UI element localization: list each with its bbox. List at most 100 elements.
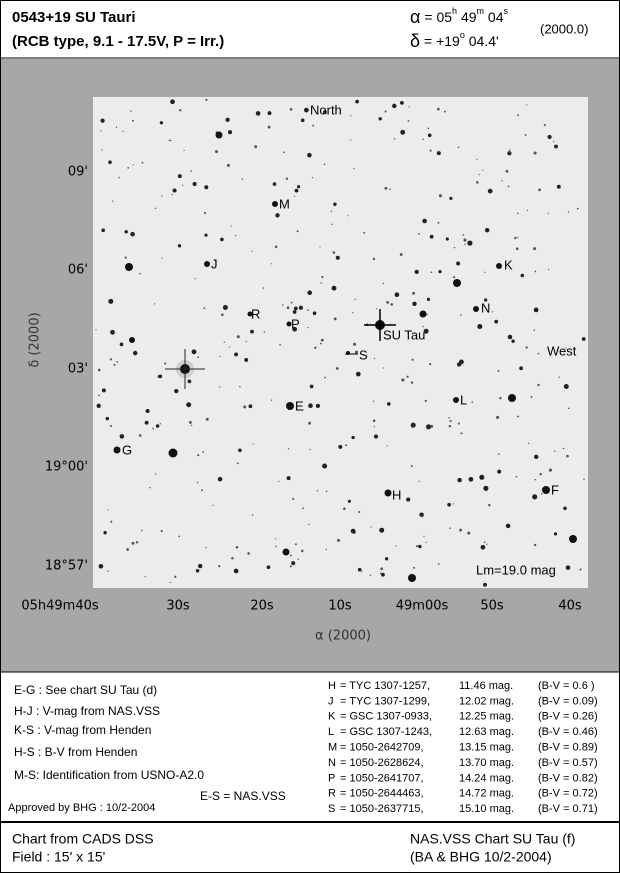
star [324,376,327,379]
star [144,420,149,425]
star [517,236,519,239]
star [343,507,346,510]
star [270,399,273,401]
star [484,271,486,273]
star [293,195,296,197]
star [459,528,463,532]
star [482,169,484,171]
star [505,523,511,529]
star [449,196,453,200]
table-cell: 14.24 mag. [459,772,514,784]
star [537,352,540,355]
star [558,376,560,378]
star [243,405,247,409]
star-label: N [481,300,490,315]
star [286,476,291,481]
star [467,531,471,535]
star [583,478,585,481]
star [300,118,305,123]
star [316,489,319,492]
ra-tick-labels: 05h49m40s 30s 20s 10s 49m00s 50s 40s [21,599,582,614]
star-label: R [251,306,260,321]
star [447,502,451,507]
star [487,188,493,194]
star [372,419,376,423]
star [467,240,473,246]
star [309,384,314,389]
star [159,121,164,125]
star [311,176,314,179]
star [425,541,427,544]
star [569,535,577,543]
star [289,108,293,111]
star [307,309,309,311]
star [483,485,489,491]
star-label: K [504,257,513,272]
star [179,109,182,112]
star [307,326,309,329]
star [330,210,333,213]
table-cell: N [328,757,336,769]
star [534,270,537,273]
star [429,363,432,366]
star [138,434,142,437]
star [297,185,301,189]
star [576,207,579,210]
star [181,184,184,186]
star [101,149,103,151]
star [275,213,280,218]
star [463,238,467,242]
star [235,545,239,549]
star [319,246,321,248]
star [188,420,192,424]
star [533,307,539,313]
star [407,332,409,334]
target-label: SU Tau [383,327,425,342]
star [424,399,427,403]
star [149,486,151,489]
ra-tick-label: 20s [250,599,274,614]
star [205,546,207,549]
star [241,178,244,180]
star [483,541,486,543]
star [110,329,115,335]
star [222,305,228,310]
star [497,469,502,474]
star [141,161,144,164]
notes: E-G : See chart SU Tau (d) H-J : V-mag f… [8,683,286,814]
star [449,420,452,423]
star [437,107,440,111]
ra-coordinate: α = 05h 49m 04s [410,6,509,26]
table-cell: 13.70 mag. [459,757,514,769]
star [223,341,225,343]
star [220,237,224,242]
star [548,468,552,472]
dec-tick-labels: 09' 06' 03' 19°00' 18°57' [45,165,88,574]
table-cell: (B-V = 0.09) [538,695,598,707]
star [98,394,100,397]
star [286,306,290,310]
table-cell: 15.10 mag. [459,803,514,815]
star [274,245,278,249]
star [534,454,539,459]
star-label: J [211,256,218,271]
star [279,343,281,346]
star [100,118,105,123]
star [390,303,393,306]
star [212,504,214,507]
star [507,151,512,156]
ra-tick-label: 50s [480,599,504,614]
star [468,476,474,482]
star [410,465,413,468]
field-labels: North West M J K R P N SU Tau S E L G H … [122,102,577,577]
star [422,138,424,141]
star [393,138,396,140]
star [251,250,253,252]
table-cell: = GSC 1307-0933, [340,711,432,723]
star [333,317,337,321]
star [108,298,114,304]
star [350,139,352,141]
table-cell: 13.15 mag. [459,742,514,754]
star [483,582,487,587]
